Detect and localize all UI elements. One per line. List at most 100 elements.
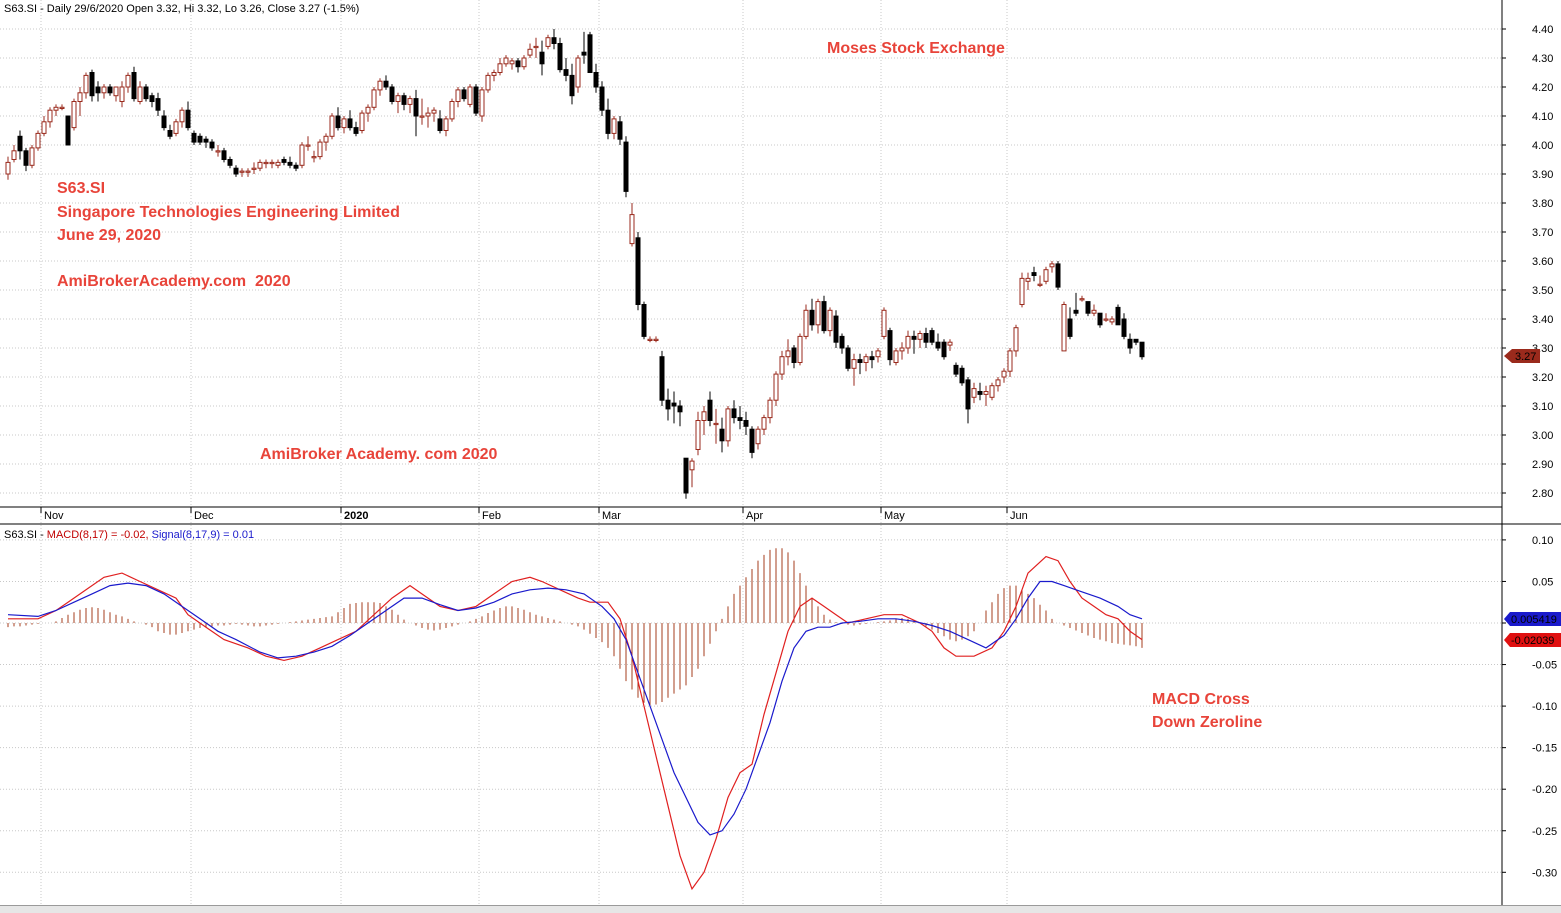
candle-up[interactable] (41, 121, 47, 134)
candle-down[interactable] (155, 98, 161, 111)
candle-up[interactable] (881, 309, 887, 337)
candle-up[interactable] (245, 170, 251, 173)
candle-up[interactable] (647, 338, 653, 341)
candle-down[interactable] (437, 118, 443, 132)
candle-down[interactable] (1127, 338, 1133, 349)
candle-up[interactable] (299, 144, 305, 166)
candle-up[interactable] (1037, 283, 1043, 286)
signal-line[interactable] (7, 580, 1143, 836)
candle-down[interactable] (935, 341, 941, 349)
candle-up[interactable] (1061, 304, 1067, 352)
candle-down[interactable] (1073, 309, 1079, 314)
price-candles[interactable] (5, 29, 1145, 499)
candle-down[interactable] (743, 420, 749, 427)
candle-up[interactable] (1079, 298, 1085, 301)
candle-up[interactable] (329, 115, 335, 137)
macd-lines[interactable] (7, 555, 1143, 891)
candle-down[interactable] (731, 408, 737, 419)
candle-down[interactable] (605, 109, 611, 134)
candle-down[interactable] (623, 141, 629, 192)
candle-down[interactable] (65, 115, 71, 146)
candle-up[interactable] (365, 106, 371, 114)
candle-up[interactable] (1043, 269, 1049, 282)
candle-down[interactable] (1085, 301, 1091, 314)
candle-down[interactable] (923, 333, 929, 343)
candle-up[interactable] (653, 338, 659, 341)
candle-up[interactable] (533, 45, 539, 49)
candle-up[interactable] (797, 335, 803, 363)
candle-up[interactable] (755, 428, 761, 445)
candle-down[interactable] (557, 43, 563, 71)
candle-up[interactable] (29, 147, 35, 166)
candle-down[interactable] (965, 379, 971, 410)
candle-up[interactable] (173, 121, 179, 134)
candle-down[interactable] (551, 37, 557, 45)
candle-down[interactable] (665, 399, 671, 410)
candle-up[interactable] (215, 150, 221, 153)
candle-down[interactable] (233, 167, 239, 175)
candle-down[interactable] (617, 121, 623, 140)
candle-up[interactable] (863, 356, 869, 364)
candle-up[interactable] (983, 391, 989, 395)
candle-up[interactable] (5, 161, 11, 175)
candle-up[interactable] (431, 109, 437, 114)
candle-down[interactable] (593, 72, 599, 88)
candle-down[interactable] (107, 86, 113, 94)
candle-down[interactable] (833, 315, 839, 343)
candle-up[interactable] (905, 335, 911, 349)
candle-down[interactable] (683, 457, 689, 494)
candle-up[interactable] (1001, 370, 1007, 378)
candle-down[interactable] (1115, 306, 1121, 326)
candle-down[interactable] (719, 428, 725, 442)
candle-down[interactable] (191, 132, 197, 143)
candle-down[interactable] (335, 115, 341, 129)
candle-up[interactable] (575, 57, 581, 88)
candle-down[interactable] (149, 95, 155, 102)
candle-down[interactable] (185, 109, 191, 129)
candle-up[interactable] (341, 118, 347, 129)
candle-up[interactable] (53, 106, 59, 111)
candle-up[interactable] (323, 135, 329, 143)
candle-up[interactable] (251, 167, 257, 170)
candle-up[interactable] (179, 109, 185, 123)
candle-up[interactable] (545, 37, 551, 47)
candle-up[interactable] (269, 161, 275, 165)
candle-up[interactable] (71, 101, 77, 129)
candle-up[interactable] (917, 333, 923, 340)
sheet-tabs-bar[interactable] (0, 905, 1561, 913)
candle-up[interactable] (119, 86, 125, 102)
candle-down[interactable] (293, 164, 299, 169)
candle-up[interactable] (425, 112, 431, 117)
candle-down[interactable] (161, 115, 167, 129)
candle-down[interactable] (941, 341, 947, 358)
candle-down[interactable] (131, 72, 137, 100)
candle-up[interactable] (257, 161, 263, 169)
candle-up[interactable] (899, 347, 905, 352)
macd-histogram[interactable] (7, 548, 1143, 707)
candle-up[interactable] (503, 57, 509, 65)
candle-down[interactable] (1133, 338, 1139, 343)
candle-down[interactable] (167, 130, 173, 137)
candle-down[interactable] (353, 127, 359, 134)
candle-up[interactable] (1013, 327, 1019, 352)
candle-up[interactable] (491, 72, 497, 76)
candle-down[interactable] (1067, 318, 1073, 337)
candle-down[interactable] (953, 364, 959, 375)
candle-up[interactable] (689, 460, 695, 471)
candle-down[interactable] (1121, 318, 1127, 337)
candle-up[interactable] (359, 112, 365, 131)
candle-up[interactable] (485, 74, 491, 91)
candle-up[interactable] (83, 74, 89, 94)
candle-down[interactable] (383, 80, 389, 88)
candle-up[interactable] (305, 144, 311, 147)
candle-down[interactable] (635, 237, 641, 305)
candle-up[interactable] (1049, 263, 1055, 268)
candle-up[interactable] (695, 420, 701, 450)
candle-down[interactable] (581, 51, 587, 56)
candle-up[interactable] (419, 115, 425, 118)
candle-up[interactable] (701, 411, 707, 421)
candle-down[interactable] (401, 95, 407, 105)
candle-down[interactable] (17, 135, 23, 152)
candle-down[interactable] (389, 86, 395, 102)
candle-down[interactable] (95, 86, 101, 94)
